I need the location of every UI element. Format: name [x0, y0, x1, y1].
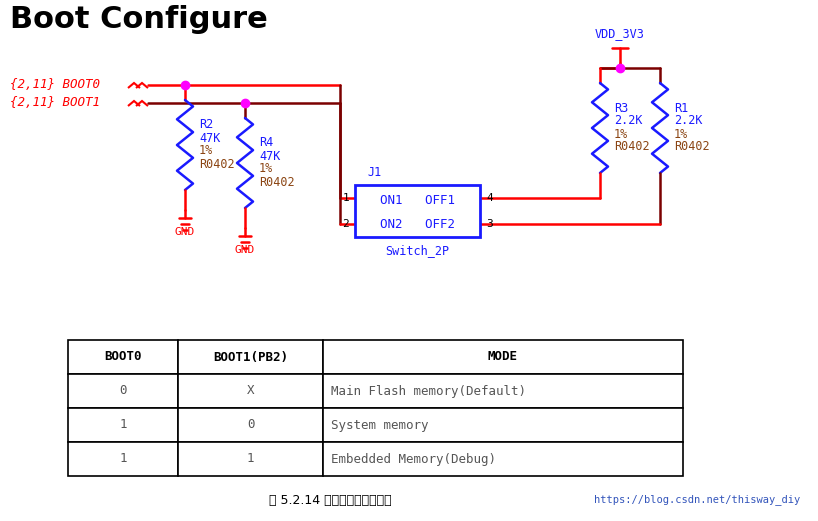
- Bar: [355, 185, 480, 237]
- Bar: [68, 442, 178, 476]
- Text: 1: 1: [342, 193, 349, 203]
- Text: 47K: 47K: [259, 150, 281, 163]
- Text: GND: GND: [235, 245, 255, 255]
- Text: GND: GND: [175, 227, 196, 237]
- Text: R2: R2: [199, 118, 213, 131]
- Text: https://blog.csdn.net/thisway_diy: https://blog.csdn.net/thisway_diy: [594, 494, 800, 505]
- Text: Embedded Memory(Debug): Embedded Memory(Debug): [331, 453, 496, 465]
- Text: J1: J1: [367, 167, 381, 180]
- Text: 47K: 47K: [199, 131, 220, 144]
- Text: R3: R3: [614, 102, 628, 115]
- Text: VDD_3V3: VDD_3V3: [595, 28, 645, 41]
- Bar: [323, 340, 683, 374]
- Text: {2,11} BOOT0: {2,11} BOOT0: [10, 79, 100, 92]
- Text: BOOT0: BOOT0: [104, 351, 142, 364]
- Text: 1: 1: [119, 418, 127, 431]
- Text: X: X: [247, 384, 254, 398]
- Bar: [68, 374, 178, 408]
- Text: 1%: 1%: [199, 144, 213, 157]
- Text: 1%: 1%: [614, 128, 628, 141]
- Text: 1%: 1%: [259, 163, 273, 176]
- Text: {2,11} BOOT1: {2,11} BOOT1: [10, 96, 100, 109]
- Text: Boot Configure: Boot Configure: [10, 5, 267, 34]
- Bar: [68, 408, 178, 442]
- Bar: [323, 408, 683, 442]
- Text: R1: R1: [674, 102, 688, 115]
- Text: Main Flash memory(Default): Main Flash memory(Default): [331, 384, 526, 398]
- Text: ON1   OFF1: ON1 OFF1: [380, 194, 455, 207]
- Text: System memory: System memory: [331, 418, 429, 431]
- Text: 2.2K: 2.2K: [674, 115, 703, 128]
- Bar: [323, 374, 683, 408]
- Bar: [68, 340, 178, 374]
- Text: R0402: R0402: [199, 157, 235, 170]
- Text: BOOT1(PB2): BOOT1(PB2): [213, 351, 288, 364]
- Text: 0: 0: [247, 418, 254, 431]
- Text: 2: 2: [342, 219, 349, 229]
- Bar: [178, 442, 323, 476]
- Text: 2.2K: 2.2K: [614, 115, 642, 128]
- Text: MODE: MODE: [488, 351, 518, 364]
- Text: R0402: R0402: [614, 141, 649, 154]
- Text: R0402: R0402: [674, 141, 710, 154]
- Text: Switch_2P: Switch_2P: [385, 244, 450, 257]
- Text: ON2   OFF2: ON2 OFF2: [380, 217, 455, 230]
- Bar: [323, 442, 683, 476]
- Bar: [178, 408, 323, 442]
- Text: R0402: R0402: [259, 176, 294, 189]
- Text: 1: 1: [247, 453, 254, 465]
- Text: 0: 0: [119, 384, 127, 398]
- Text: 图 5.2.14 启动选择电路与说明: 图 5.2.14 启动选择电路与说明: [268, 493, 391, 506]
- Text: 1%: 1%: [674, 128, 688, 141]
- Text: 3: 3: [486, 219, 492, 229]
- Text: 4: 4: [486, 193, 492, 203]
- Bar: [178, 374, 323, 408]
- Text: R4: R4: [259, 137, 273, 150]
- Bar: [178, 340, 323, 374]
- Text: 1: 1: [119, 453, 127, 465]
